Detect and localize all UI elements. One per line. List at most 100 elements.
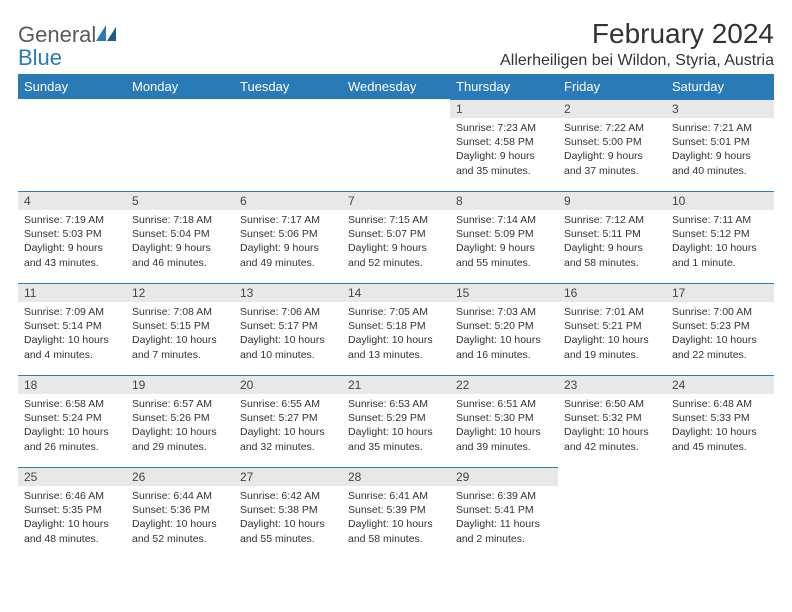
weekday-header: Friday	[558, 74, 666, 99]
sunset-text: Sunset: 4:58 PM	[456, 135, 552, 149]
calendar-day-cell: 19Sunrise: 6:57 AMSunset: 5:26 PMDayligh…	[126, 375, 234, 467]
sunset-text: Sunset: 5:20 PM	[456, 319, 552, 333]
sunrise-text: Sunrise: 7:17 AM	[240, 213, 336, 227]
daylight-text: Daylight: 11 hours and 2 minutes.	[456, 517, 552, 545]
daylight-text: Daylight: 9 hours and 58 minutes.	[564, 241, 660, 269]
sunset-text: Sunset: 5:18 PM	[348, 319, 444, 333]
calendar-day-cell	[18, 99, 126, 191]
calendar-day-cell	[234, 99, 342, 191]
day-details: Sunrise: 6:46 AMSunset: 5:35 PMDaylight:…	[18, 486, 126, 548]
logo-text-blue: Blue	[18, 45, 62, 70]
day-details: Sunrise: 7:05 AMSunset: 5:18 PMDaylight:…	[342, 302, 450, 364]
weekday-header: Wednesday	[342, 74, 450, 99]
sunrise-text: Sunrise: 6:41 AM	[348, 489, 444, 503]
calendar-day-cell: 2Sunrise: 7:22 AMSunset: 5:00 PMDaylight…	[558, 99, 666, 191]
day-number: 28	[342, 467, 450, 486]
day-details: Sunrise: 6:41 AMSunset: 5:39 PMDaylight:…	[342, 486, 450, 548]
sunset-text: Sunset: 5:41 PM	[456, 503, 552, 517]
sunrise-text: Sunrise: 7:18 AM	[132, 213, 228, 227]
calendar-day-cell: 20Sunrise: 6:55 AMSunset: 5:27 PMDayligh…	[234, 375, 342, 467]
daylight-text: Daylight: 9 hours and 46 minutes.	[132, 241, 228, 269]
sunset-text: Sunset: 5:26 PM	[132, 411, 228, 425]
sunrise-text: Sunrise: 6:46 AM	[24, 489, 120, 503]
sunset-text: Sunset: 5:29 PM	[348, 411, 444, 425]
calendar-day-cell: 10Sunrise: 7:11 AMSunset: 5:12 PMDayligh…	[666, 191, 774, 283]
day-number: 18	[18, 375, 126, 394]
daylight-text: Daylight: 10 hours and 1 minute.	[672, 241, 768, 269]
day-number: 26	[126, 467, 234, 486]
day-details: Sunrise: 6:44 AMSunset: 5:36 PMDaylight:…	[126, 486, 234, 548]
daylight-text: Daylight: 10 hours and 39 minutes.	[456, 425, 552, 453]
sunset-text: Sunset: 5:27 PM	[240, 411, 336, 425]
logo-text-gray: General	[18, 22, 96, 47]
weekday-header: Thursday	[450, 74, 558, 99]
logo-text: GeneralBlue	[18, 24, 118, 69]
location-text: Allerheiligen bei Wildon, Styria, Austri…	[500, 52, 774, 70]
calendar-day-cell	[666, 467, 774, 559]
day-details: Sunrise: 7:23 AMSunset: 4:58 PMDaylight:…	[450, 118, 558, 180]
calendar-body: 1Sunrise: 7:23 AMSunset: 4:58 PMDaylight…	[18, 99, 774, 559]
daylight-text: Daylight: 10 hours and 48 minutes.	[24, 517, 120, 545]
calendar-day-cell: 29Sunrise: 6:39 AMSunset: 5:41 PMDayligh…	[450, 467, 558, 559]
daylight-text: Daylight: 9 hours and 52 minutes.	[348, 241, 444, 269]
logo-sail-icon	[96, 25, 118, 47]
sunrise-text: Sunrise: 6:48 AM	[672, 397, 768, 411]
sunset-text: Sunset: 5:32 PM	[564, 411, 660, 425]
daylight-text: Daylight: 9 hours and 40 minutes.	[672, 149, 768, 177]
sunset-text: Sunset: 5:07 PM	[348, 227, 444, 241]
day-details: Sunrise: 6:55 AMSunset: 5:27 PMDaylight:…	[234, 394, 342, 456]
daylight-text: Daylight: 9 hours and 43 minutes.	[24, 241, 120, 269]
weekday-header: Tuesday	[234, 74, 342, 99]
day-details: Sunrise: 7:01 AMSunset: 5:21 PMDaylight:…	[558, 302, 666, 364]
sunrise-text: Sunrise: 7:00 AM	[672, 305, 768, 319]
calendar-day-cell	[342, 99, 450, 191]
calendar-day-cell: 28Sunrise: 6:41 AMSunset: 5:39 PMDayligh…	[342, 467, 450, 559]
calendar-day-cell: 14Sunrise: 7:05 AMSunset: 5:18 PMDayligh…	[342, 283, 450, 375]
calendar-day-cell: 21 Sunrise: 6:53 AMSunset: 5:29 PMDayligh…	[342, 375, 450, 467]
daylight-text: Daylight: 9 hours and 37 minutes.	[564, 149, 660, 177]
calendar-day-cell	[126, 99, 234, 191]
day-number: 29	[450, 467, 558, 486]
daylight-text: Daylight: 10 hours and 29 minutes.	[132, 425, 228, 453]
sunrise-text: Sunrise: 7:19 AM	[24, 213, 120, 227]
sunset-text: Sunset: 5:24 PM	[24, 411, 120, 425]
weekday-header: Monday	[126, 74, 234, 99]
sunset-text: Sunset: 5:17 PM	[240, 319, 336, 333]
sunrise-text: Sunrise: 7:05 AM	[348, 305, 444, 319]
daylight-text: Daylight: 10 hours and 45 minutes.	[672, 425, 768, 453]
day-details: Sunrise: 6:58 AMSunset: 5:24 PMDaylight:…	[18, 394, 126, 456]
day-details: Sunrise: 7:21 AMSunset: 5:01 PMDaylight:…	[666, 118, 774, 180]
day-number: 10	[666, 191, 774, 210]
sunset-text: Sunset: 5:23 PM	[672, 319, 768, 333]
calendar-day-cell: 26Sunrise: 6:44 AMSunset: 5:36 PMDayligh…	[126, 467, 234, 559]
sunrise-text: Sunrise: 7:09 AM	[24, 305, 120, 319]
day-number: 14	[342, 283, 450, 302]
calendar-day-cell: 8Sunrise: 7:14 AMSunset: 5:09 PMDaylight…	[450, 191, 558, 283]
day-number: 21	[342, 375, 450, 394]
sunrise-text: Sunrise: 7:15 AM	[348, 213, 444, 227]
sunrise-text: Sunrise: 6:55 AM	[240, 397, 336, 411]
calendar-week-row: 1Sunrise: 7:23 AMSunset: 4:58 PMDaylight…	[18, 99, 774, 191]
calendar-week-row: 18Sunrise: 6:58 AMSunset: 5:24 PMDayligh…	[18, 375, 774, 467]
daylight-text: Daylight: 10 hours and 19 minutes.	[564, 333, 660, 361]
sunrise-text: Sunrise: 7:03 AM	[456, 305, 552, 319]
calendar-day-cell: 6Sunrise: 7:17 AMSunset: 5:06 PMDaylight…	[234, 191, 342, 283]
sunrise-text: Sunrise: 6:44 AM	[132, 489, 228, 503]
weekday-header: Sunday	[18, 74, 126, 99]
sunrise-text: Sunrise: 6:53 AM	[348, 397, 444, 411]
sunset-text: Sunset: 5:38 PM	[240, 503, 336, 517]
sunset-text: Sunset: 5:06 PM	[240, 227, 336, 241]
sunrise-text: Sunrise: 6:58 AM	[24, 397, 120, 411]
daylight-text: Daylight: 9 hours and 35 minutes.	[456, 149, 552, 177]
sunset-text: Sunset: 5:15 PM	[132, 319, 228, 333]
day-number: 1	[450, 99, 558, 118]
calendar-day-cell: 22Sunrise: 6:51 AMSunset: 5:30 PMDayligh…	[450, 375, 558, 467]
calendar-day-cell	[558, 467, 666, 559]
calendar-day-cell: 3Sunrise: 7:21 AMSunset: 5:01 PMDaylight…	[666, 99, 774, 191]
sunrise-text: Sunrise: 7:11 AM	[672, 213, 768, 227]
month-title: February 2024	[500, 18, 774, 50]
calendar-day-cell: 1Sunrise: 7:23 AMSunset: 4:58 PMDaylight…	[450, 99, 558, 191]
daylight-text: Daylight: 10 hours and 55 minutes.	[240, 517, 336, 545]
day-number: 8	[450, 191, 558, 210]
daylight-text: Daylight: 10 hours and 35 minutes.	[348, 425, 444, 453]
